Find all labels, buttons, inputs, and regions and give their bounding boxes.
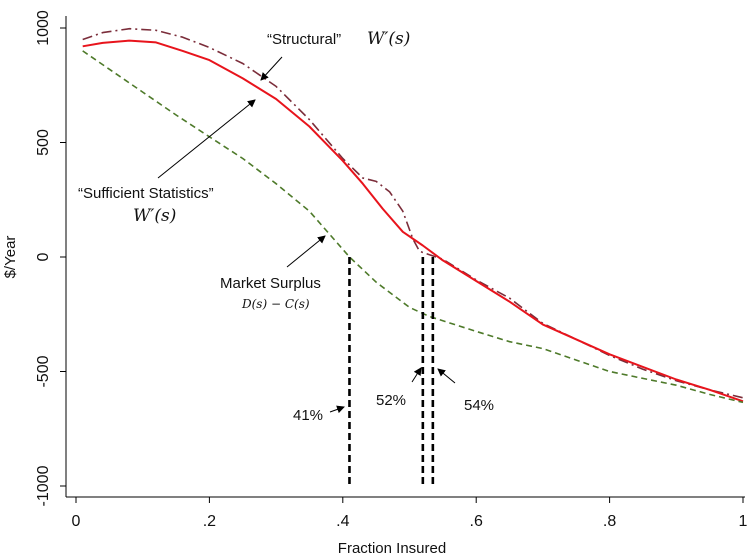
structural-arrow (260, 56, 283, 81)
y-tick-label: -1000 (35, 465, 52, 506)
sufficient-label: “Sufficient Statistics” (78, 185, 214, 202)
pct41-label: 41% (293, 407, 323, 424)
x-tick-label: 0 (72, 513, 81, 530)
series-line-structural (82, 27, 744, 399)
pct41-arrow (329, 405, 345, 414)
x-tick-label: .4 (336, 513, 349, 530)
x-tick-label: 1 (739, 513, 748, 530)
y-tick-label: 0 (35, 252, 52, 261)
structural-math: W′(s) (367, 29, 410, 49)
y-tick-label: -500 (35, 355, 52, 387)
pct52-label: 52% (376, 392, 406, 409)
x-tick-group: 0 .2 .4 .6 .8 1 (72, 497, 748, 530)
structural-label: “Structural” (267, 31, 341, 48)
x-tick-label: .8 (603, 513, 616, 530)
y-axis-title: $/Year (2, 236, 19, 279)
x-tick-label: .2 (203, 513, 216, 530)
vline-layer (348, 257, 435, 486)
x-axis-title: Fraction Insured (338, 540, 446, 557)
x-tick-label: .6 (470, 513, 483, 530)
pct52-arrow (411, 367, 422, 383)
y-tick-label: 1000 (35, 10, 52, 46)
sufficient-math: W′(s) (133, 206, 176, 226)
pct54-label: 54% (464, 397, 494, 414)
pct54-arrow (437, 368, 456, 384)
series-line-market (82, 50, 744, 404)
y-tick-label: 500 (35, 129, 52, 156)
series-line-sufficient (82, 39, 744, 403)
sufficient-arrow (157, 99, 256, 179)
market-math: D(s) − C(s) (241, 297, 310, 311)
market-arrow (286, 235, 326, 268)
y-tick-group: 1000 500 0 -500 -1000 (35, 10, 66, 506)
series-layer (82, 27, 744, 404)
market-label: Market Surplus (220, 275, 321, 292)
